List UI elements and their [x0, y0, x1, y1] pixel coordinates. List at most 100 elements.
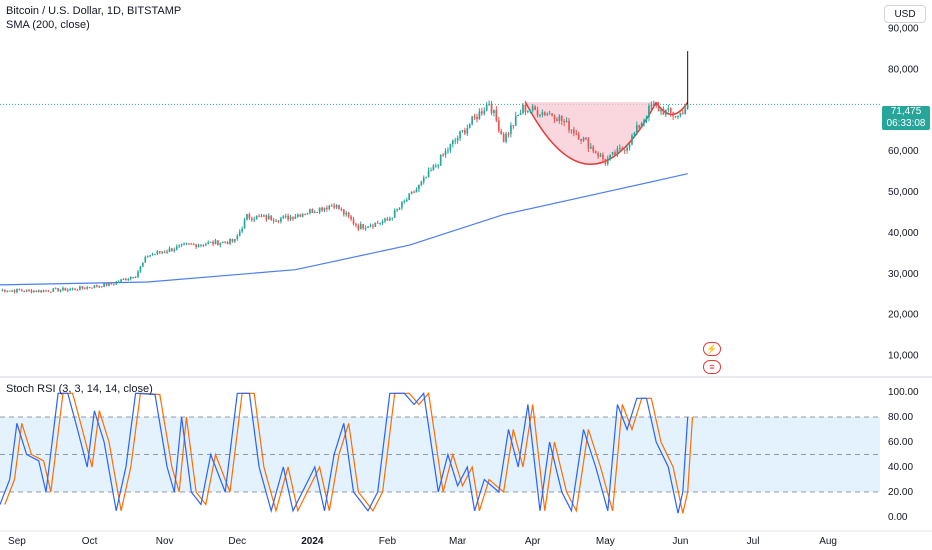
candle-body [33, 290, 35, 293]
candle [340, 207, 343, 212]
candle-body [287, 215, 289, 220]
stoch-legend[interactable]: Stoch RSI (3, 3, 14, 14, close) [6, 383, 153, 395]
candle-body [456, 138, 459, 141]
candle [171, 247, 173, 252]
candle-body [657, 106, 660, 112]
candle-body [638, 125, 641, 128]
candle [214, 238, 217, 245]
candle-body [71, 288, 74, 290]
candle [372, 223, 374, 229]
candle-body [20, 290, 23, 292]
candle-body [202, 244, 205, 246]
candle [674, 115, 677, 119]
candle [502, 132, 505, 143]
candle [442, 152, 444, 157]
candle-body [185, 243, 188, 245]
candle [190, 242, 193, 245]
candle [229, 238, 231, 246]
candle-body [144, 257, 147, 263]
candle [645, 115, 648, 124]
candle-body [69, 289, 72, 291]
candle [546, 112, 549, 117]
candle-body [427, 170, 430, 178]
candle [253, 216, 256, 223]
candle [606, 155, 609, 166]
candle-body [519, 113, 522, 115]
us-flag-icon[interactable]: ≡ [703, 360, 721, 374]
candle-body [309, 209, 311, 214]
price-axis[interactable]: 90,00080,00070,00060,00050,00040,00030,0… [888, 24, 919, 523]
time-tick-label: Jun [672, 536, 688, 547]
candle [263, 214, 265, 218]
candle [345, 210, 348, 217]
stoch-tick-label: 20.00 [888, 487, 913, 498]
candle [42, 289, 45, 293]
candle [185, 242, 188, 246]
candle [83, 287, 86, 290]
candle-body [425, 177, 428, 179]
candle-body [650, 105, 653, 107]
candle [609, 154, 612, 161]
candle-body [505, 133, 507, 142]
time-axis[interactable]: Sep Oct Nov Dec 2024 Feb Mar Apr May Jun Jul Aug [8, 536, 837, 547]
candle [335, 204, 338, 210]
candle [192, 242, 195, 246]
candle-body [686, 104, 689, 109]
candle [200, 244, 202, 248]
candle [301, 213, 304, 218]
candle-body [393, 210, 396, 218]
candle-body [573, 129, 575, 134]
candle-body [175, 246, 178, 250]
sma-legend[interactable]: SMA (200, close) [6, 19, 90, 31]
candle-body [335, 204, 338, 208]
candle [280, 216, 282, 224]
candle-body [553, 115, 556, 120]
candle-body [619, 147, 621, 149]
candle [195, 244, 197, 250]
candle [3, 289, 6, 293]
candle [420, 180, 423, 187]
candle-body [434, 165, 437, 167]
candle [386, 216, 389, 221]
candle [640, 121, 643, 128]
candle [178, 244, 181, 249]
candle [413, 190, 415, 194]
candle [277, 219, 280, 224]
time-tick-label: Sep [8, 536, 26, 547]
time-tick-label: Aug [819, 536, 837, 547]
candle-body [246, 214, 248, 220]
candle-body [35, 290, 38, 292]
candle-body [340, 209, 343, 211]
candle [236, 234, 239, 241]
candle [316, 211, 319, 213]
candle [391, 217, 394, 221]
candle-body [304, 214, 306, 216]
candle-body [3, 289, 6, 292]
candle [466, 124, 469, 136]
candle [410, 191, 413, 195]
candle-body [333, 205, 335, 208]
candle-body [234, 239, 236, 242]
time-tick-label: Feb [379, 536, 397, 547]
candle-body [16, 289, 18, 293]
candle [408, 192, 411, 201]
candle [13, 289, 16, 294]
candle-body [483, 110, 486, 114]
candle [432, 164, 435, 171]
lightning-icon[interactable]: ⚡ [703, 342, 721, 356]
candle [451, 139, 454, 148]
candle-body [589, 146, 592, 149]
candle-body [323, 207, 326, 211]
symbol-legend[interactable]: Bitcoin / U.S. Dollar, 1D, BITSTAMP [6, 5, 182, 17]
candle-body [214, 240, 217, 245]
candle-body [37, 290, 40, 292]
candle [638, 124, 641, 131]
candle-body [534, 106, 536, 110]
candle-body [243, 219, 246, 229]
currency-button[interactable]: USD [884, 5, 926, 23]
candle-body [42, 290, 45, 293]
candle [309, 208, 311, 215]
candle-body [478, 111, 481, 120]
candle [497, 117, 500, 133]
